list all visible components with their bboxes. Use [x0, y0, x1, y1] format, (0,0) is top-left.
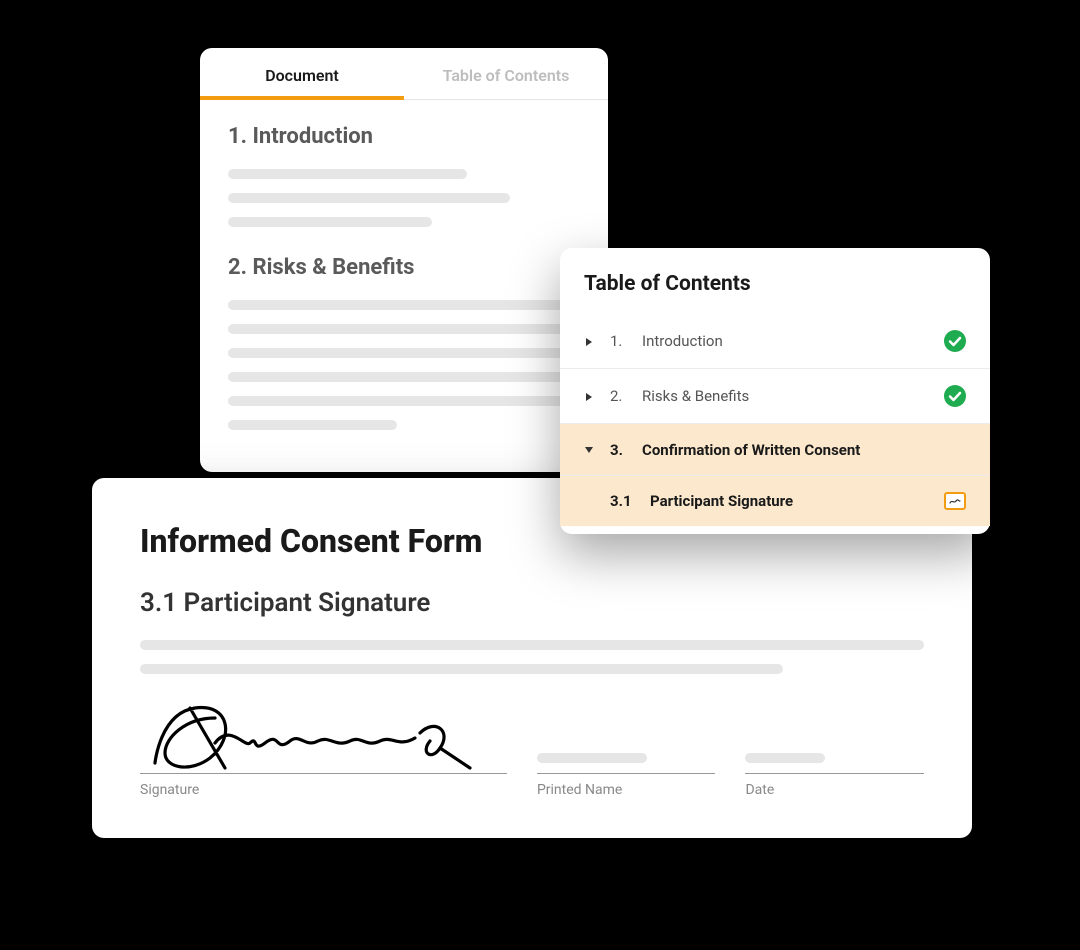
toc-number: 2. — [610, 387, 642, 405]
signature-icon — [140, 693, 480, 778]
tab-toc[interactable]: Table of Contents — [404, 48, 608, 99]
check-circle-icon — [944, 385, 966, 407]
signature-row: Signature Printed Name Date — [140, 704, 924, 798]
toc-label: Introduction — [642, 332, 944, 350]
placeholder-line — [745, 753, 825, 763]
placeholder-line — [140, 664, 783, 674]
placeholder-line — [228, 372, 580, 382]
toc-number: 1. — [610, 332, 642, 350]
field-label: Signature — [140, 782, 507, 798]
placeholder-line — [228, 348, 580, 358]
tab-label: Document — [265, 66, 339, 85]
toc-title: Table of Contents — [560, 272, 990, 314]
field-label: Printed Name — [537, 782, 716, 798]
toc-label: Confirmation of Written Consent — [642, 441, 966, 459]
field-line — [745, 704, 924, 774]
toc-item-confirmation[interactable]: 3. Confirmation of Written Consent — [560, 424, 990, 476]
signature-tag-icon — [944, 492, 966, 510]
toc-number: 3. — [610, 441, 642, 459]
toc-number: 3.1 — [610, 492, 650, 510]
placeholder-line — [228, 300, 580, 310]
printed-name-field[interactable]: Printed Name — [537, 704, 716, 798]
placeholder-line — [228, 420, 397, 430]
tab-label: Table of Contents — [443, 66, 570, 85]
check-circle-icon — [944, 330, 966, 352]
toc-label: Risks & Benefits — [642, 387, 944, 405]
caret-right-icon — [584, 332, 598, 351]
toc-card: Table of Contents 1. Introduction 2. Ris… — [560, 248, 990, 534]
field-line — [537, 704, 716, 774]
document-tabs: Document Table of Contents — [200, 48, 608, 100]
placeholder-line — [228, 193, 510, 203]
placeholder-line — [228, 217, 432, 227]
field-label: Date — [745, 782, 924, 798]
section-heading: 1. Introduction — [228, 124, 580, 149]
tab-document[interactable]: Document — [200, 48, 404, 99]
toc-item-participant-signature[interactable]: 3.1 Participant Signature — [560, 476, 990, 526]
document-preview-card: Document Table of Contents 1. Introducti… — [200, 48, 608, 472]
placeholder-line — [228, 169, 467, 179]
signature-line — [140, 704, 507, 774]
section-heading: 2. Risks & Benefits — [228, 255, 580, 280]
toc-item-risks[interactable]: 2. Risks & Benefits — [560, 369, 990, 424]
document-body: 1. Introduction 2. Risks & Benefits — [200, 100, 608, 430]
signature-field[interactable]: Signature — [140, 704, 507, 798]
placeholder-line — [140, 640, 924, 650]
placeholder-line — [537, 753, 647, 763]
form-section-heading: 3.1 Participant Signature — [140, 588, 924, 618]
caret-down-icon — [584, 440, 598, 459]
date-field[interactable]: Date — [745, 704, 924, 798]
placeholder-line — [228, 324, 580, 334]
toc-item-introduction[interactable]: 1. Introduction — [560, 314, 990, 369]
toc-label: Participant Signature — [650, 492, 944, 510]
caret-right-icon — [584, 387, 598, 406]
placeholder-line — [228, 396, 580, 406]
